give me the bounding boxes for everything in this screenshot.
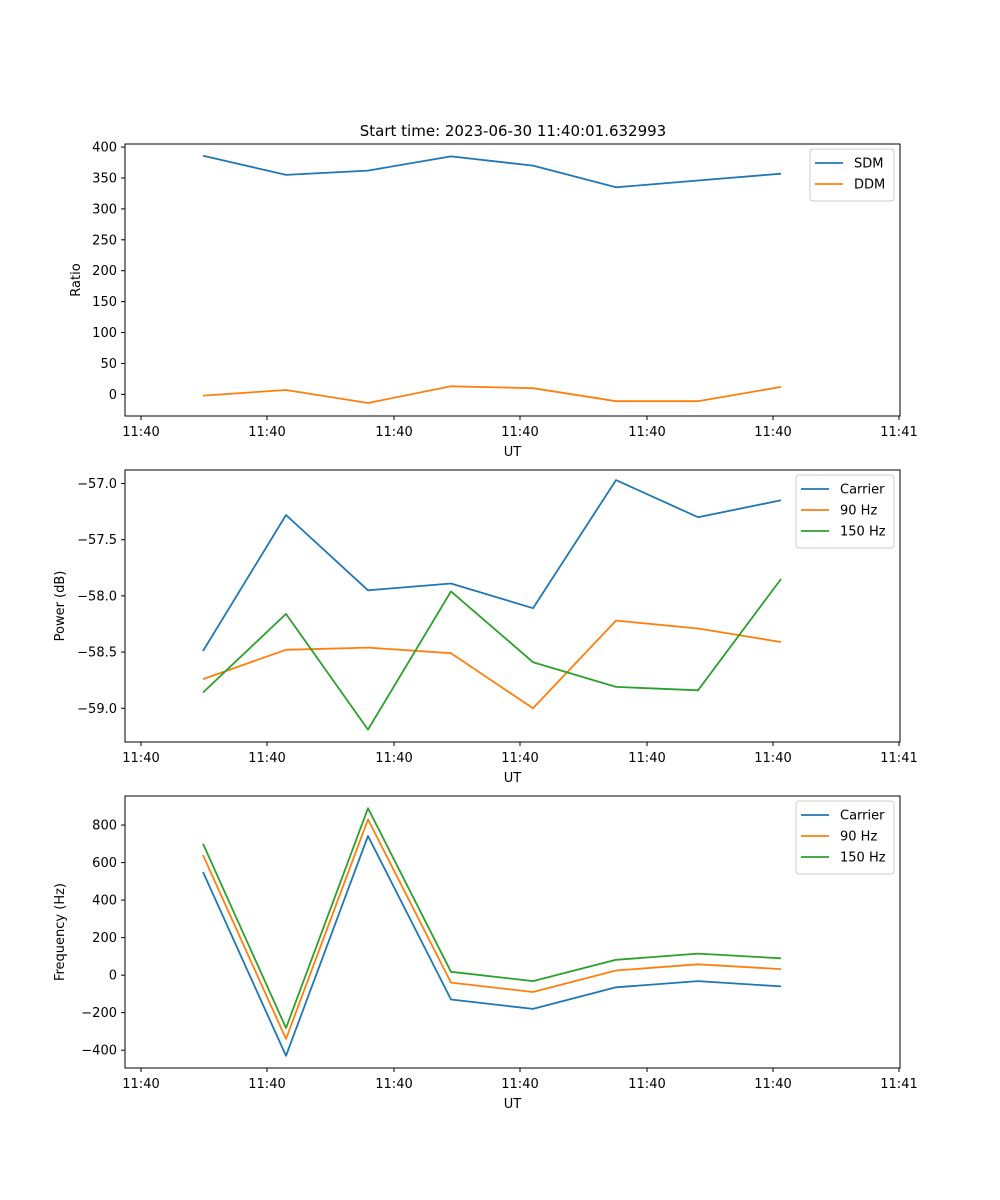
y-axis-label: Power (dB) (53, 571, 68, 642)
y-tick-label: 300 (92, 202, 117, 217)
y-tick-label: 400 (92, 141, 117, 156)
y-tick-label: 0 (109, 388, 117, 403)
series-line-sdm (202, 154, 782, 189)
x-tick-label: 11:41 (880, 751, 917, 766)
legend-label: 150 Hz (840, 525, 886, 540)
series-line-carrier (202, 479, 782, 652)
x-axis-label: UT (504, 445, 522, 460)
legend-label: 150 Hz (840, 851, 886, 866)
x-tick-label: 11:40 (122, 1077, 159, 1092)
chart-panel-1: 11:40 11:40 11:40 11:40 11:40 11:40 11:41 UT 0 50… (69, 141, 918, 460)
x-tick-label: 11:40 (501, 1077, 538, 1092)
y-tick-label: −58.0 (77, 589, 117, 604)
legend-label: 90 Hz (840, 504, 877, 519)
x-tick-label: 11:40 (248, 1077, 285, 1092)
y-tick-label: −200 (81, 1006, 117, 1021)
legend-label: Carrier (840, 809, 885, 824)
legend-label: SDM (854, 157, 883, 172)
y-tick-label: −57.5 (77, 533, 117, 548)
x-tick-label: 11:40 (375, 425, 412, 440)
legend-box (809, 148, 895, 202)
x-tick-label: 11:40 (122, 751, 159, 766)
series-line-90-hz (202, 818, 782, 1040)
series-line-150-hz (202, 807, 782, 1029)
y-tick-label: 50 (100, 357, 117, 372)
y-tick-label: 100 (92, 326, 117, 341)
x-tick-label: 11:40 (628, 1077, 665, 1092)
y-tick-label: 350 (92, 172, 117, 187)
legend-label: DDM (854, 178, 885, 193)
x-axis-label: UT (504, 1097, 522, 1112)
legend: Carrier 90 Hz 150 Hz (795, 474, 895, 549)
y-tick-label: −57.0 (77, 477, 117, 492)
x-tick-label: 11:40 (754, 425, 791, 440)
x-tick-label: 11:40 (248, 751, 285, 766)
legend-label: 90 Hz (840, 830, 877, 845)
legend-label: Carrier (840, 483, 885, 498)
chart-panel-2: 11:40 11:40 11:40 11:40 11:40 11:40 11:41 UT −59… (53, 469, 918, 786)
figure-title: Start time: 2023-06-30 11:40:01.632993 (360, 122, 666, 140)
y-axis-label: Frequency (Hz) (53, 883, 68, 981)
x-tick-label: 11:40 (122, 425, 159, 440)
series-line-90-hz (202, 619, 782, 710)
x-tick-label: 11:40 (501, 751, 538, 766)
x-tick-label: 11:40 (248, 425, 285, 440)
y-tick-label: 600 (92, 856, 117, 871)
legend-box (795, 800, 895, 875)
plot-frame (124, 795, 901, 1069)
x-tick-label: 11:40 (754, 751, 791, 766)
y-tick-label: 150 (92, 295, 117, 310)
y-tick-label: −58.5 (77, 646, 117, 661)
y-tick-label: 250 (92, 233, 117, 248)
x-tick-label: 11:40 (754, 1077, 791, 1092)
y-tick-label: 200 (92, 931, 117, 946)
y-tick-label: −59.0 (77, 702, 117, 717)
x-tick-label: 11:40 (501, 425, 538, 440)
y-tick-label: 200 (92, 264, 117, 279)
series-line-carrier (202, 835, 782, 1057)
y-axis-label: Ratio (69, 263, 84, 296)
y-tick-label: 0 (109, 969, 117, 984)
legend: Carrier 90 Hz 150 Hz (795, 800, 895, 875)
panels: 11:40 11:40 11:40 11:40 11:40 11:40 11:41 UT 0 50… (53, 141, 918, 1112)
x-tick-label: 11:40 (375, 1077, 412, 1092)
legend-box (795, 474, 895, 549)
x-tick-label: 11:40 (628, 425, 665, 440)
legend: SDM DDM (809, 148, 895, 202)
series-line-ddm (202, 385, 782, 404)
chart-panel-3: 11:40 11:40 11:40 11:40 11:40 11:40 11:41 UT −40… (53, 795, 918, 1112)
y-tick-label: −400 (81, 1044, 117, 1059)
y-tick-label: 400 (92, 894, 117, 909)
x-axis-label: UT (504, 771, 522, 786)
x-tick-label: 11:40 (628, 751, 665, 766)
x-tick-label: 11:41 (880, 425, 917, 440)
plot-frame (124, 143, 901, 417)
plot-frame (124, 469, 901, 743)
series-line-150-hz (202, 578, 782, 731)
x-tick-label: 11:41 (880, 1077, 917, 1092)
x-tick-label: 11:40 (375, 751, 412, 766)
y-tick-label: 800 (92, 819, 117, 834)
